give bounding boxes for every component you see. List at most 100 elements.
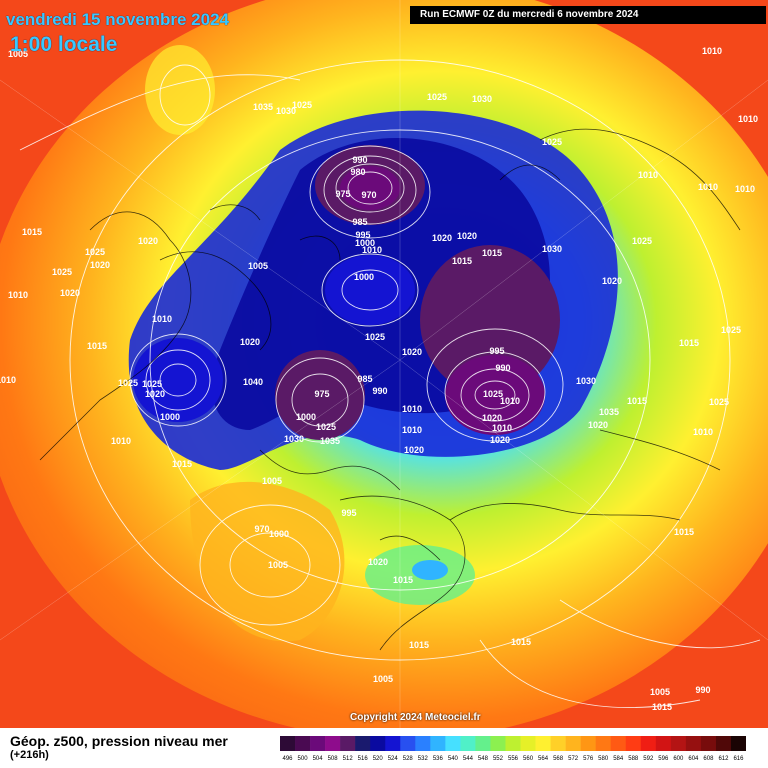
scale-swatch xyxy=(460,736,476,751)
scale-swatch xyxy=(295,736,311,751)
pressure-label: 1025 xyxy=(721,325,741,335)
pressure-label: 1010 xyxy=(500,396,520,406)
scale-swatch xyxy=(715,736,732,751)
scale-label: 604 xyxy=(688,756,699,762)
lead-time: (+216h) xyxy=(10,749,49,761)
scale-label: 564 xyxy=(538,756,549,762)
pressure-label: 1035 xyxy=(253,102,273,112)
pressure-label: 1010 xyxy=(111,436,131,446)
pressure-label: 970 xyxy=(361,190,376,200)
pressure-label: 1035 xyxy=(320,436,340,446)
scale-label: 580 xyxy=(598,756,609,762)
pressure-label: 1025 xyxy=(85,247,105,257)
pressure-label: 985 xyxy=(352,217,367,227)
scale-swatch xyxy=(400,736,416,751)
pressure-label: 1015 xyxy=(627,396,647,406)
scale-swatch xyxy=(670,736,687,751)
scale-label: 600 xyxy=(673,756,684,762)
pressure-label: 970 xyxy=(254,524,269,534)
pressure-label: 1020 xyxy=(60,288,80,298)
scale-swatch xyxy=(415,736,431,751)
scale-label: 544 xyxy=(463,756,474,762)
pressure-label: 1015 xyxy=(652,702,672,712)
pressure-label: 990 xyxy=(372,386,387,396)
scale-label: 552 xyxy=(493,756,504,762)
pressure-label: 1010 xyxy=(152,314,172,324)
pressure-label: 1030 xyxy=(542,244,562,254)
scale-label: 568 xyxy=(553,756,564,762)
pressure-label: 1025 xyxy=(52,267,72,277)
pressure-label: 1010 xyxy=(702,46,722,56)
pressure-label: 1025 xyxy=(292,100,312,110)
pressure-label: 1015 xyxy=(679,338,699,348)
color-scale: 496 500 504 508 512 516 520 524 528 532 536 540 544 5… xyxy=(280,736,746,762)
pressure-label: 1025 xyxy=(709,397,729,407)
pressure-label: 975 xyxy=(335,189,350,199)
scale-swatch xyxy=(625,736,642,751)
scale-label: 512 xyxy=(343,756,354,762)
pressure-label: 1005 xyxy=(262,476,282,486)
scale-label: 556 xyxy=(508,756,519,762)
pressure-label: 1000 xyxy=(354,272,374,282)
legend-footer: Géop. z500, pression niveau mer (+216h) … xyxy=(0,728,768,768)
product-title: Géop. z500, pression niveau mer xyxy=(10,733,228,749)
pressure-label: 1030 xyxy=(284,434,304,444)
scale-swatch xyxy=(640,736,657,751)
pressure-label: 1005 xyxy=(248,261,268,271)
pressure-label: 1020 xyxy=(432,233,452,243)
pressure-label: 1020 xyxy=(404,445,424,455)
scale-label: 528 xyxy=(403,756,414,762)
pressure-label: 1020 xyxy=(482,413,502,423)
pressure-label: 1010 xyxy=(738,114,758,124)
scale-label: 588 xyxy=(628,756,639,762)
scale-swatch xyxy=(580,736,596,751)
scale-swatch xyxy=(685,736,702,751)
pressure-label: 1015 xyxy=(393,575,413,585)
scale-swatch xyxy=(505,736,521,751)
copyright: Copyright 2024 Meteociel.fr xyxy=(350,712,481,723)
pressure-label: 1005 xyxy=(8,49,28,59)
pressure-label: 1020 xyxy=(240,337,260,347)
run-info: Run ECMWF 0Z du mercredi 6 novembre 2024 xyxy=(410,6,766,24)
pressure-label: 990 xyxy=(495,363,510,373)
scale-label: 500 xyxy=(298,756,309,762)
scale-label: 608 xyxy=(703,756,714,762)
scale-swatch xyxy=(355,736,371,751)
pressure-label: 1015 xyxy=(511,637,531,647)
pressure-label: 1015 xyxy=(409,640,429,650)
pressure-label: 1010 xyxy=(735,184,755,194)
scale-swatch xyxy=(655,736,672,751)
pressure-label: 985 xyxy=(357,374,372,384)
pressure-label: 1000 xyxy=(355,238,375,248)
scale-label: 496 xyxy=(283,756,294,762)
weather-map: 1005 1010 1010 1010 1010 1010 1015 1010 1010 1035… xyxy=(0,0,768,728)
scale-swatch xyxy=(310,736,326,751)
pressure-label: 1020 xyxy=(138,236,158,246)
pressure-label: 1030 xyxy=(472,94,492,104)
scale-swatch xyxy=(370,736,386,751)
pressure-label: 990 xyxy=(352,155,367,165)
pressure-label: 1025 xyxy=(542,137,562,147)
pressure-label: 1020 xyxy=(368,557,388,567)
scale-swatch xyxy=(550,736,566,751)
scale-swatch xyxy=(535,736,551,751)
scale-label: 584 xyxy=(613,756,624,762)
scale-label: 548 xyxy=(478,756,489,762)
scale-label: 572 xyxy=(568,756,579,762)
pressure-label: 1035 xyxy=(599,407,619,417)
pressure-label: 1020 xyxy=(457,231,477,241)
pressure-label: 1025 xyxy=(316,422,336,432)
scale-label: 504 xyxy=(313,756,324,762)
scale-swatch xyxy=(565,736,581,751)
scale-label: 524 xyxy=(388,756,399,762)
pressure-label: 1025 xyxy=(632,236,652,246)
pressure-label: 1005 xyxy=(373,674,393,684)
scale-swatch xyxy=(595,736,612,751)
pressure-label: 1020 xyxy=(90,260,110,270)
pressure-label: 1030 xyxy=(276,106,296,116)
scale-label: 592 xyxy=(643,756,654,762)
scale-swatch xyxy=(730,736,746,751)
scale-label: 516 xyxy=(358,756,369,762)
pressure-label: 1015 xyxy=(482,248,502,258)
scale-swatch xyxy=(475,736,491,751)
